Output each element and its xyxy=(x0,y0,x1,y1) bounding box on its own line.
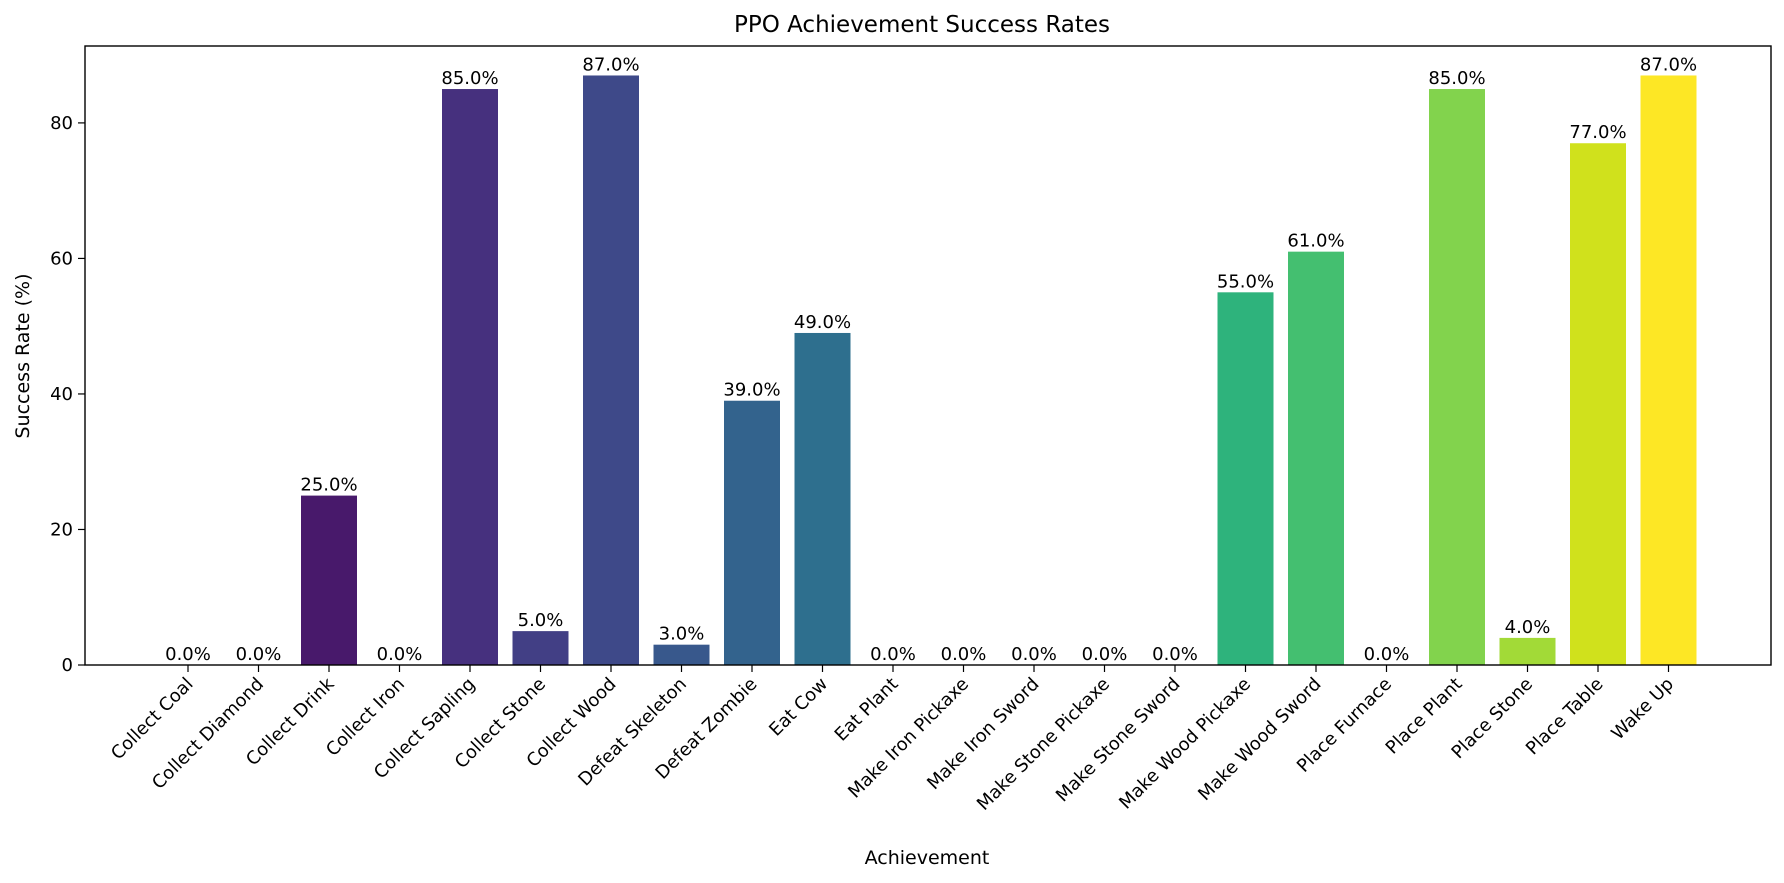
data-label-make-iron-pickaxe: 0.0% xyxy=(941,644,987,665)
x-tick-label-eat-cow: Eat Cow xyxy=(765,674,832,741)
data-label-make-iron-sword: 0.0% xyxy=(1011,644,1057,665)
x-tick-label-make-wood-sword: Make Wood Sword xyxy=(1194,674,1325,805)
data-label-defeat-zombie: 39.0% xyxy=(723,380,780,401)
data-labels-group: 0.0% 0.0% 25.0% 0.0% 85.0% 5.0% 87.0% 3.0% 39.0%… xyxy=(165,54,1697,665)
y-tick-label-20: 20 xyxy=(50,519,73,540)
data-label-collect-sapling: 85.0% xyxy=(441,68,498,89)
bar-make-wood-pickaxe xyxy=(1217,292,1274,665)
data-label-eat-cow: 49.0% xyxy=(794,312,851,333)
x-tick-label-make-stone-pickaxe: Make Stone Pickaxe xyxy=(973,674,1114,815)
chart-title: PPO Achievement Success Rates xyxy=(734,12,1110,38)
bar-collect-sapling xyxy=(442,89,498,666)
bar-place-plant xyxy=(1429,89,1485,666)
bar-wake-up xyxy=(1640,75,1697,665)
bar-defeat-skeleton xyxy=(653,644,710,665)
bar-collect-wood xyxy=(583,75,639,665)
bar-make-wood-sword xyxy=(1288,251,1344,666)
data-label-make-wood-pickaxe: 55.0% xyxy=(1217,271,1274,292)
data-label-collect-coal: 0.0% xyxy=(165,644,211,665)
bars-group xyxy=(301,75,1697,666)
data-label-collect-wood: 87.0% xyxy=(582,54,639,75)
data-label-place-furnace: 0.0% xyxy=(1364,644,1410,665)
bar-collect-stone xyxy=(512,631,569,665)
plot-frame xyxy=(84,45,1772,666)
x-axis-label: Achievement xyxy=(865,847,990,869)
data-label-collect-stone: 5.0% xyxy=(518,610,564,631)
data-label-wake-up: 87.0% xyxy=(1640,54,1697,75)
y-tick-label-80: 80 xyxy=(50,113,73,134)
x-tick-label-make-iron-pickaxe: Make Iron Pickaxe xyxy=(844,674,973,803)
data-label-defeat-skeleton: 3.0% xyxy=(659,624,705,645)
data-label-eat-plant: 0.0% xyxy=(870,644,916,665)
y-tick-label-0: 0 xyxy=(62,655,73,676)
y-axis-label: Success Rate (%) xyxy=(12,273,34,438)
data-label-collect-drink: 25.0% xyxy=(300,475,357,496)
bar-collect-drink xyxy=(301,495,357,665)
y-tick-label-40: 40 xyxy=(50,384,73,405)
y-axis: 0 20 40 60 80 xyxy=(50,113,85,676)
data-label-make-stone-pickaxe: 0.0% xyxy=(1082,644,1128,665)
data-label-collect-diamond: 0.0% xyxy=(236,644,282,665)
data-label-place-stone: 4.0% xyxy=(1505,617,1551,638)
data-label-make-wood-sword: 61.0% xyxy=(1287,231,1344,252)
data-label-place-plant: 85.0% xyxy=(1428,68,1485,89)
x-tick-label-make-stone-sword: Make Stone Sword xyxy=(1052,674,1185,807)
data-label-place-table: 77.0% xyxy=(1569,122,1626,143)
bar-eat-cow xyxy=(794,332,851,665)
x-tick-label-make-wood-pickaxe: Make Wood Pickaxe xyxy=(1115,674,1255,814)
x-tick-label-wake-up: Wake Up xyxy=(1607,674,1678,745)
bar-defeat-zombie xyxy=(724,400,780,665)
data-label-make-stone-sword: 0.0% xyxy=(1152,644,1198,665)
data-label-collect-iron: 0.0% xyxy=(377,644,423,665)
bar-place-stone xyxy=(1499,637,1556,665)
y-tick-label-60: 60 xyxy=(50,248,73,269)
x-tick-label-eat-plant: Eat Plant xyxy=(831,674,903,746)
bar-place-table xyxy=(1570,143,1626,665)
